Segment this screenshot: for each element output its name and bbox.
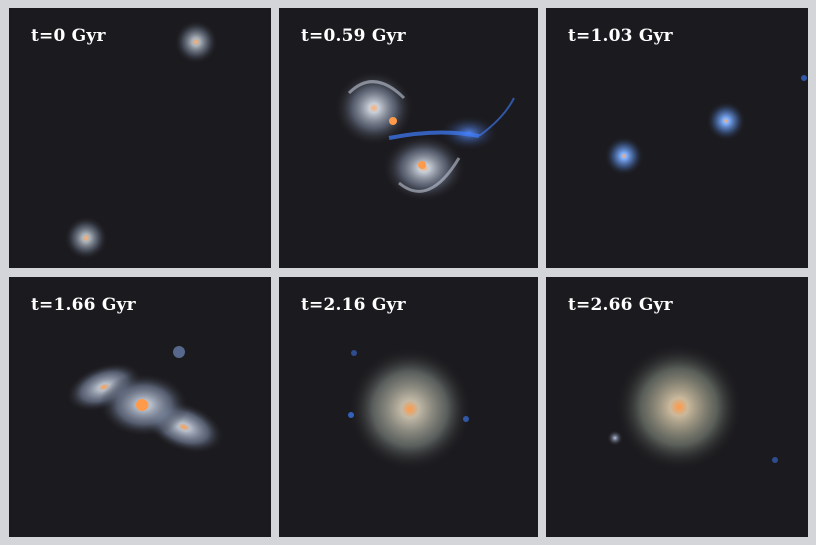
- panel-t216-image: [348, 347, 472, 471]
- panel-label: t=1.66 Gyr: [31, 295, 136, 315]
- panel-t0-image: [64, 20, 218, 260]
- panel-t266-image: [607, 343, 778, 471]
- galaxy-a: [604, 136, 644, 176]
- panel-t059-image: [334, 70, 515, 202]
- remnant-galaxy: [615, 343, 743, 471]
- panel-t103-image: [604, 75, 807, 176]
- galaxy-b: [706, 101, 746, 141]
- panel-t166-image: [65, 346, 225, 454]
- panel-label: t=0.59 Gyr: [301, 26, 406, 46]
- remnant-galaxy: [348, 347, 472, 471]
- panel-label: t=2.66 Gyr: [568, 295, 673, 315]
- galaxy-a: [174, 20, 218, 64]
- panel-label: t=1.03 Gyr: [568, 26, 673, 46]
- panel-label: t=0 Gyr: [31, 26, 106, 46]
- panel-t216: t=2.16 Gyr: [279, 277, 538, 537]
- panel-t059: t=0.59 Gyr: [279, 8, 538, 268]
- panel-t103: t=1.03 Gyr: [546, 8, 808, 268]
- panel-t266: t=2.66 Gyr: [546, 277, 808, 537]
- panel-label: t=2.16 Gyr: [301, 295, 406, 315]
- panel-t166: t=1.66 Gyr: [9, 277, 271, 537]
- galaxy-b: [64, 216, 108, 260]
- panel-t0: t=0 Gyr: [9, 8, 271, 268]
- satellite-galaxy: [607, 430, 623, 446]
